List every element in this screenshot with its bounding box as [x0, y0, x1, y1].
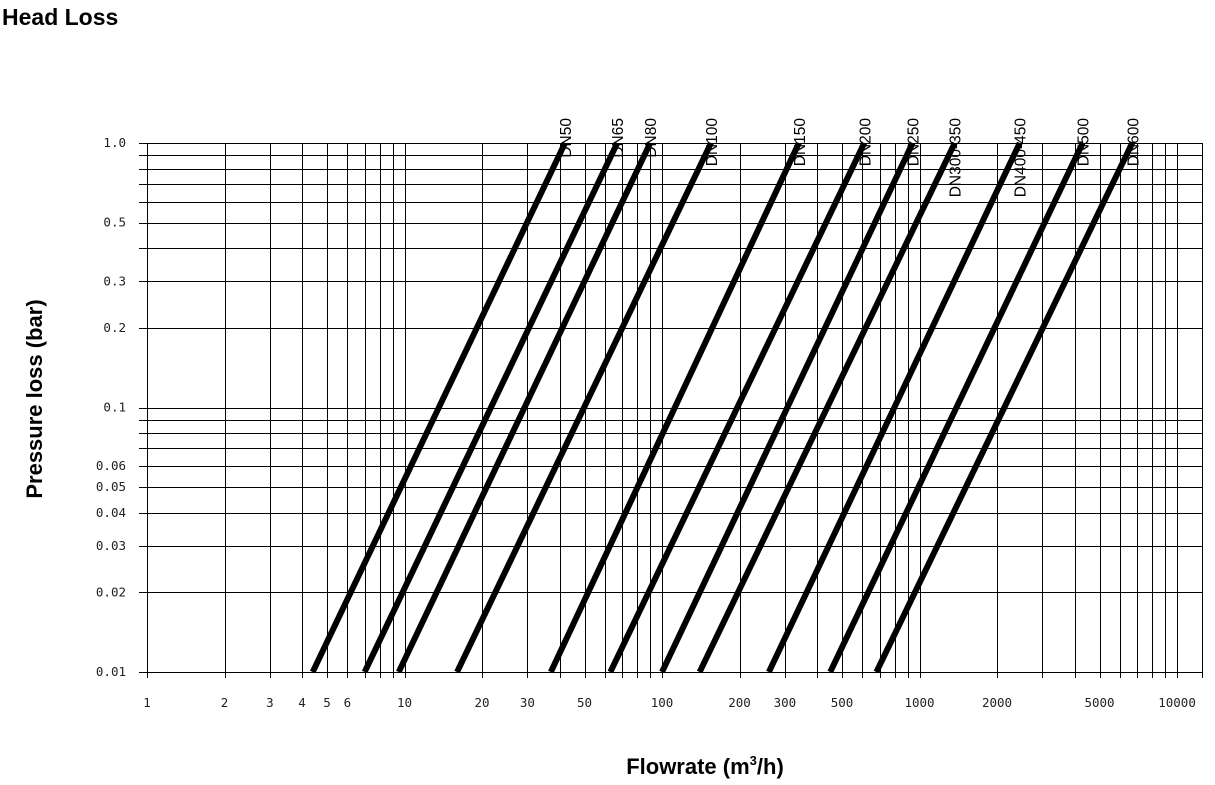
y-tick-label: 0.06 [96, 458, 126, 473]
y-axis-title: Pressure loss (bar) [22, 299, 47, 498]
x-tick-label: 2000 [982, 695, 1012, 710]
series-label: DN600 [1125, 118, 1142, 167]
x-axis-title: Flowrate (m3/h) [626, 753, 784, 779]
x-tick-label: 6 [344, 695, 352, 710]
x-tick-label: 2 [221, 695, 229, 710]
series-line [607, 141, 867, 674]
series-label: DN200 [857, 118, 874, 167]
x-tick-label: 5 [323, 695, 331, 710]
series-line [309, 141, 568, 674]
series-label: DN150 [792, 118, 809, 167]
series-line [766, 141, 1023, 674]
series-lines [309, 141, 1135, 674]
x-tick-label: 10 [397, 695, 412, 710]
y-tick-label: 0.04 [96, 505, 126, 520]
y-tick-label: 0.02 [96, 584, 126, 599]
series-line [873, 141, 1135, 674]
series-line [548, 141, 802, 674]
x-tick-label: 20 [474, 695, 489, 710]
y-tick-label: 0.5 [103, 215, 126, 230]
series-label: DN500 [1076, 118, 1093, 167]
x-tick-label: 30 [520, 695, 535, 710]
series-line [396, 141, 653, 674]
series-label: DN400-450 [1013, 118, 1030, 198]
y-tick-label: 0.05 [96, 479, 126, 494]
series-label: DN65 [610, 118, 627, 158]
x-tick-label: 1 [143, 695, 151, 710]
series-label: DN300-350 [948, 118, 965, 198]
x-axis-title-superscript: 3 [750, 753, 757, 768]
y-tick-label: 0.1 [103, 400, 126, 415]
series-line [827, 141, 1086, 674]
series-line [659, 141, 916, 674]
x-axis-title-main: Flowrate (m [626, 754, 749, 779]
x-tick-labels: 1 2 3 4 5 6 10 20 30 50 100 200 300 500 1000 2000 5000 10… [143, 695, 1196, 710]
x-tick-label: 10000 [1158, 695, 1196, 710]
series-label: DN50 [558, 118, 575, 158]
x-tick-label: 4 [298, 695, 306, 710]
x-axis-title-unit: /h) [757, 754, 784, 779]
y-gridlines [139, 143, 1202, 673]
y-tick-labels: 1.0 0.5 0.3 0.2 0.1 0.06 0.05 0.04 0.03 0.02 0.01 [96, 135, 126, 679]
x-tick-label: 5000 [1084, 695, 1114, 710]
x-tick-label: 50 [577, 695, 592, 710]
y-tick-label: 0.3 [103, 273, 126, 288]
x-tick-label: 500 [831, 695, 854, 710]
series-label: DN100 [704, 118, 721, 167]
chart-title: Head Loss [2, 4, 118, 30]
x-tick-label: 200 [728, 695, 751, 710]
series-line [454, 141, 714, 674]
x-tick-label: 300 [774, 695, 797, 710]
series-label: DN80 [643, 118, 660, 158]
series-labels: DN50 DN65 DN80 DN100 DN150 DN200 DN250 DN300-35… [558, 118, 1142, 198]
y-tick-label: 0.01 [96, 664, 126, 679]
x-tick-label: 3 [266, 695, 274, 710]
series-line [361, 141, 620, 674]
x-tick-label: 100 [651, 695, 674, 710]
y-tick-label: 0.03 [96, 538, 126, 553]
x-tick-label: 1000 [904, 695, 934, 710]
series-line [696, 141, 958, 674]
series-label: DN250 [906, 118, 923, 167]
y-tick-label: 1.0 [103, 135, 126, 150]
y-tick-label: 0.2 [103, 320, 126, 335]
plot-area [139, 141, 1203, 678]
